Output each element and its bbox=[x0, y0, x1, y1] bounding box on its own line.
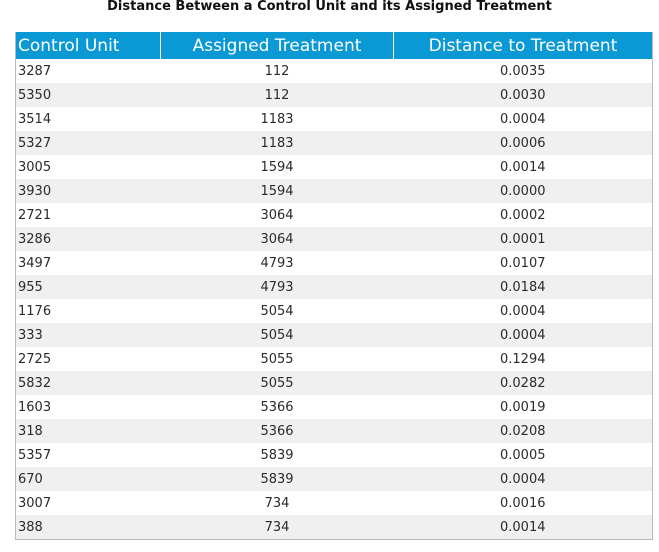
cell-control-unit: 5327 bbox=[15, 131, 161, 155]
cell-assigned-treatment: 1594 bbox=[160, 179, 394, 203]
table-row: 3930 1594 0.0000 bbox=[15, 179, 653, 203]
cell-assigned-treatment: 112 bbox=[264, 63, 290, 79]
cell-distance: 0.0014 bbox=[393, 515, 653, 540]
table-row: 5327 1183 0.0006 bbox=[15, 131, 653, 155]
cell-control-unit: 1176 bbox=[18, 303, 52, 319]
cell-assigned-treatment: 5839 bbox=[260, 447, 294, 463]
cell-assigned-treatment: 112 bbox=[160, 83, 394, 107]
table-row: 5350 112 0.0030 bbox=[15, 83, 653, 107]
cell-control-unit: 955 bbox=[15, 275, 161, 299]
cell-assigned-treatment: 5366 bbox=[160, 419, 394, 443]
table-row: 333 5054 0.0004 bbox=[15, 323, 653, 347]
cell-assigned-treatment: 3064 bbox=[160, 227, 394, 251]
table-row: 2725 5055 0.1294 bbox=[16, 347, 653, 371]
cell-control-unit: 5832 bbox=[15, 371, 161, 395]
cell-assigned-treatment: 4793 bbox=[260, 255, 294, 271]
table-row: 388 734 0.0014 bbox=[15, 515, 653, 540]
cell-control-unit: 2721 bbox=[18, 207, 52, 223]
cell-assigned-treatment: 1183 bbox=[260, 111, 294, 127]
cell-distance: 0.0004 bbox=[393, 323, 653, 347]
table-row: 3286 3064 0.0001 bbox=[15, 227, 653, 251]
table-row: 3287 112 0.0035 bbox=[16, 59, 653, 83]
table-row: 5832 5055 0.0282 bbox=[15, 371, 653, 395]
cell-assigned-treatment: 1183 bbox=[160, 131, 394, 155]
cell-distance: 0.0014 bbox=[500, 159, 546, 175]
cell-assigned-treatment: 734 bbox=[264, 495, 290, 511]
table-row: 3005 1594 0.0014 bbox=[16, 155, 653, 179]
data-table: Control Unit Assigned Treatment Distance… bbox=[15, 32, 653, 540]
table-row: 3497 4793 0.0107 bbox=[16, 251, 653, 275]
cell-control-unit: 2725 bbox=[18, 351, 52, 367]
cell-control-unit: 3287 bbox=[18, 63, 52, 79]
cell-distance: 0.0004 bbox=[393, 467, 653, 491]
cell-control-unit: 318 bbox=[15, 419, 161, 443]
cell-distance: 0.1294 bbox=[500, 351, 546, 367]
cell-assigned-treatment: 5054 bbox=[160, 323, 394, 347]
cell-assigned-treatment: 5055 bbox=[160, 371, 394, 395]
cell-assigned-treatment: 1594 bbox=[260, 159, 294, 175]
table-row: 5357 5839 0.0005 bbox=[16, 443, 653, 467]
cell-assigned-treatment: 734 bbox=[160, 515, 394, 540]
cell-assigned-treatment: 5055 bbox=[260, 351, 294, 367]
cell-control-unit: 3514 bbox=[18, 111, 52, 127]
cell-assigned-treatment: 5054 bbox=[260, 303, 294, 319]
cell-distance: 0.0184 bbox=[393, 275, 653, 299]
cell-control-unit: 3497 bbox=[18, 255, 52, 271]
cell-distance: 0.0016 bbox=[500, 495, 546, 511]
cell-control-unit: 3007 bbox=[18, 495, 52, 511]
cell-distance: 0.0030 bbox=[393, 83, 653, 107]
cell-distance: 0.0107 bbox=[500, 255, 546, 271]
cell-distance: 0.0001 bbox=[393, 227, 653, 251]
cell-distance: 0.0035 bbox=[500, 63, 546, 79]
cell-distance: 0.0006 bbox=[393, 131, 653, 155]
column-header-control-unit[interactable]: Control Unit bbox=[15, 32, 161, 59]
cell-control-unit: 3286 bbox=[15, 227, 161, 251]
cell-control-unit: 1603 bbox=[18, 399, 52, 415]
cell-control-unit: 388 bbox=[15, 515, 161, 540]
cell-distance: 0.0002 bbox=[500, 207, 546, 223]
table-title: Distance Between a Control Unit and its … bbox=[107, 0, 552, 14]
cell-distance: 0.0019 bbox=[500, 399, 546, 415]
table-row: 670 5839 0.0004 bbox=[15, 467, 653, 491]
cell-distance: 0.0282 bbox=[393, 371, 653, 395]
cell-distance: 0.0004 bbox=[500, 303, 546, 319]
cell-control-unit: 5357 bbox=[18, 447, 52, 463]
column-header-distance-to-treatment[interactable]: Distance to Treatment bbox=[393, 32, 653, 59]
cell-distance: 0.0208 bbox=[393, 419, 653, 443]
cell-control-unit: 333 bbox=[15, 323, 161, 347]
table-row: 3514 1183 0.0004 bbox=[16, 107, 653, 131]
cell-control-unit: 5350 bbox=[15, 83, 161, 107]
cell-distance: 0.0005 bbox=[500, 447, 546, 463]
table-row: 2721 3064 0.0002 bbox=[16, 203, 653, 227]
table-row: 1603 5366 0.0019 bbox=[16, 395, 653, 419]
table-row: 3007 734 0.0016 bbox=[16, 491, 653, 515]
cell-assigned-treatment: 3064 bbox=[260, 207, 294, 223]
cell-assigned-treatment: 5366 bbox=[260, 399, 294, 415]
table-row: 318 5366 0.0208 bbox=[15, 419, 653, 443]
cell-distance: 0.0004 bbox=[500, 111, 546, 127]
header-row: Control Unit Assigned Treatment Distance… bbox=[15, 32, 653, 59]
cell-control-unit: 3005 bbox=[18, 159, 52, 175]
cell-assigned-treatment: 4793 bbox=[160, 275, 394, 299]
table-row: 1176 5054 0.0004 bbox=[16, 299, 653, 323]
table-body: 3287 112 0.0035 5350 112 0.0030 3514 1183 0.0004… bbox=[15, 59, 653, 540]
table-row: 955 4793 0.0184 bbox=[15, 275, 653, 299]
cell-control-unit: 3930 bbox=[15, 179, 161, 203]
cell-control-unit: 670 bbox=[15, 467, 161, 491]
column-header-assigned-treatment[interactable]: Assigned Treatment bbox=[160, 32, 394, 59]
cell-assigned-treatment: 5839 bbox=[160, 467, 394, 491]
cell-distance: 0.0000 bbox=[393, 179, 653, 203]
